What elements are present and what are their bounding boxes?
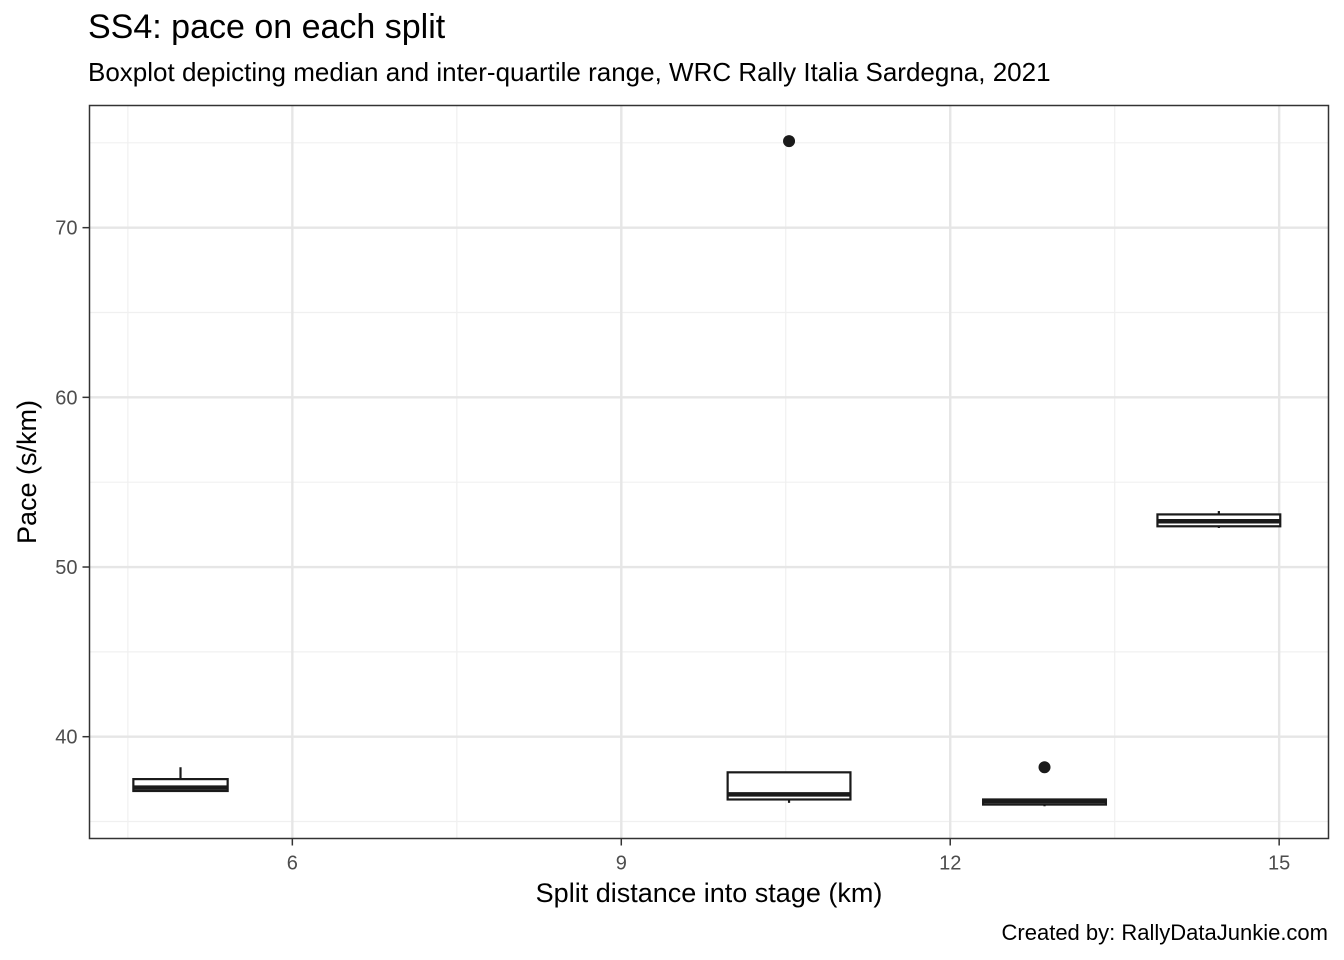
y-axis-title: Pace (s/km) bbox=[12, 400, 42, 544]
y-tick-label: 40 bbox=[55, 727, 77, 749]
iqr-box bbox=[132, 778, 229, 793]
boxplot-marks bbox=[132, 135, 1282, 807]
x-tick-label: 9 bbox=[616, 853, 627, 875]
chart-caption: Created by: RallyDataJunkie.com bbox=[1001, 920, 1328, 945]
boxplot-2 bbox=[726, 135, 852, 803]
chart-title: SS4: pace on each split bbox=[88, 8, 446, 46]
x-axis-title: Split distance into stage (km) bbox=[536, 878, 883, 908]
y-tick-label: 60 bbox=[55, 387, 77, 409]
outlier-point bbox=[1038, 761, 1051, 774]
chart-subtitle: Boxplot depicting median and inter-quart… bbox=[88, 57, 1051, 87]
axis-ticks: 6 9 12 15 40 50 60 70 bbox=[55, 218, 1290, 875]
x-tick-label: 15 bbox=[1268, 853, 1290, 875]
x-tick-label: 12 bbox=[939, 853, 961, 875]
outlier-point bbox=[783, 135, 796, 148]
boxplot-3 bbox=[982, 761, 1108, 807]
y-tick-label: 70 bbox=[55, 218, 77, 240]
y-tick-label: 50 bbox=[55, 557, 77, 579]
panel-border bbox=[88, 104, 1330, 840]
grid-lines bbox=[89, 105, 1329, 839]
boxplot-1 bbox=[132, 767, 229, 793]
boxplot-4 bbox=[1156, 511, 1282, 528]
x-tick-label: 6 bbox=[287, 853, 298, 875]
